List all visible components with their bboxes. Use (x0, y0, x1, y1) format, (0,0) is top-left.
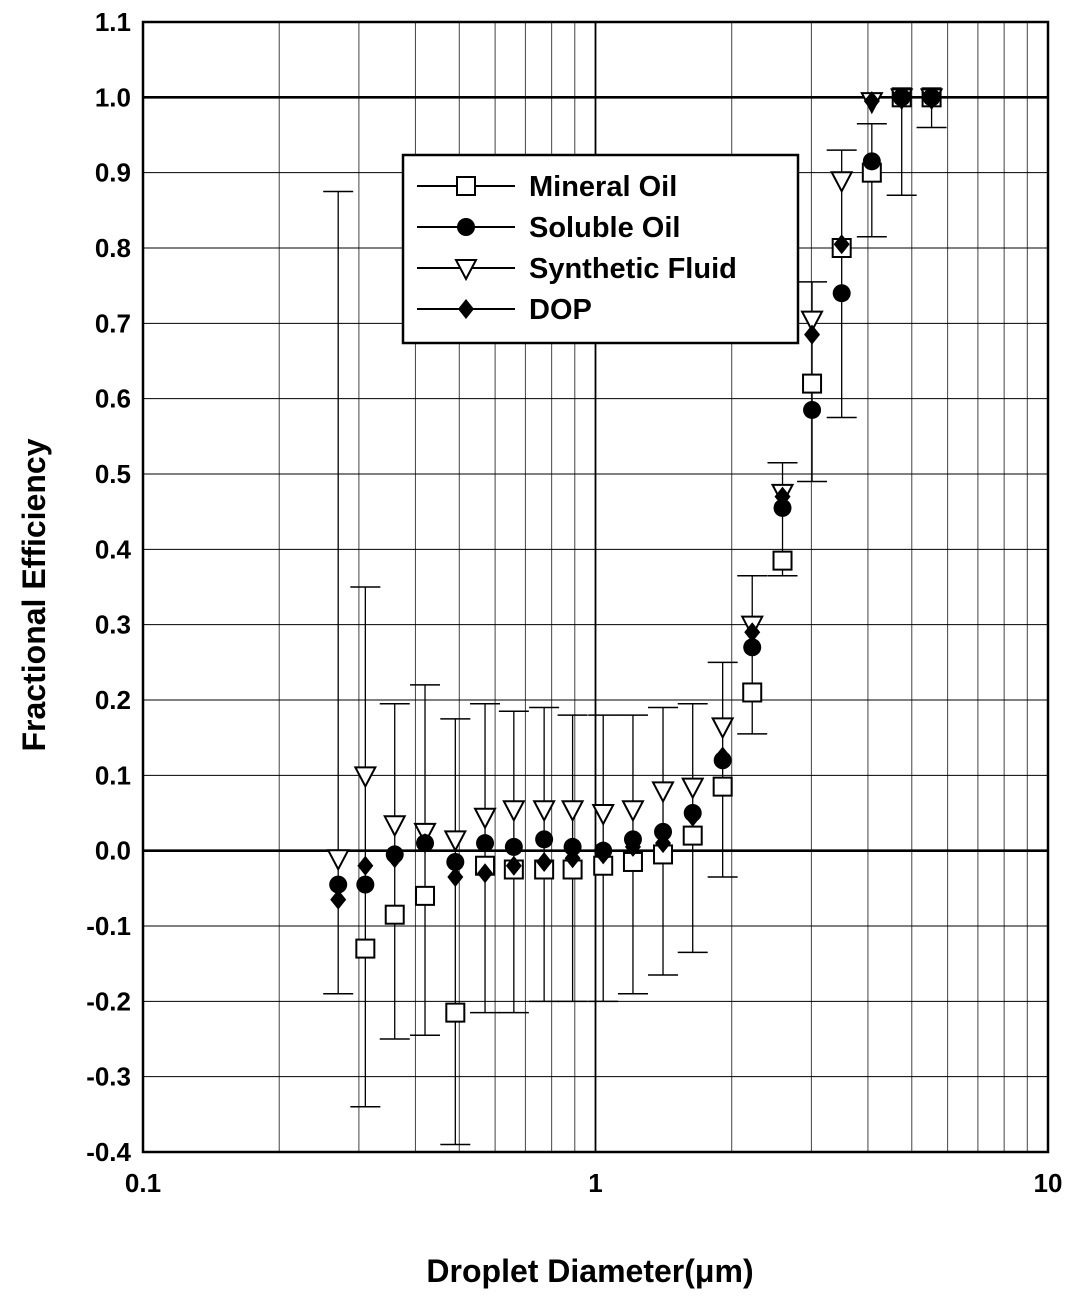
y-tick-label: -0.1 (86, 911, 131, 941)
soluble-oil-point (862, 152, 881, 171)
dop-point (714, 746, 731, 767)
synthetic-fluid-point (591, 804, 615, 827)
synthetic-fluid-point (326, 849, 350, 872)
dop-point (893, 87, 910, 108)
legend-marker-dop (458, 299, 474, 319)
y-tick-label: 0.5 (95, 459, 131, 489)
soluble-oil-point (743, 638, 762, 657)
dop-point (357, 855, 374, 876)
dop-point (804, 324, 821, 345)
dop-point (684, 806, 701, 827)
x-axis-title: Droplet Diameter(μm) (426, 1253, 753, 1289)
synthetic-fluid-point (711, 717, 735, 740)
y-tick-label: 0.8 (95, 233, 131, 263)
dop-point (447, 867, 464, 888)
mineral-oil-point (445, 1002, 466, 1023)
dop-point (744, 622, 761, 643)
synthetic-fluid-point (383, 815, 407, 838)
y-tick-label: 0.2 (95, 685, 131, 715)
synthetic-fluid-point (681, 777, 705, 800)
dop-point (564, 848, 581, 869)
dop-point (595, 844, 612, 865)
dop-point (536, 851, 553, 872)
mineral-oil-point (384, 904, 405, 925)
synthetic-fluid-point (443, 830, 467, 853)
dop-point (505, 855, 522, 876)
dop-point (833, 234, 850, 255)
mineral-oil-point (682, 825, 703, 846)
dop-point (923, 87, 940, 108)
dop-point (624, 836, 641, 857)
mineral-oil-point (802, 373, 823, 394)
soluble-oil-point (773, 498, 792, 517)
data-markers (326, 87, 944, 1023)
mineral-oil-point (355, 938, 376, 959)
dop-point (417, 833, 434, 854)
dop-point (386, 848, 403, 869)
plot-frame (141, 20, 1050, 1154)
soluble-oil-point (329, 875, 348, 894)
synthetic-fluid-point (353, 766, 377, 789)
soluble-oil-point (563, 837, 582, 856)
legend-marker-mineral-oil (456, 176, 476, 196)
legend-marker-soluble-oil (457, 218, 475, 236)
y-tick-label: 0.7 (95, 308, 131, 338)
y-tick-label: 0.3 (95, 610, 131, 640)
soluble-oil-point (476, 834, 495, 853)
y-tick-label: 0.1 (95, 760, 131, 790)
synthetic-fluid-point (651, 781, 675, 804)
synthetic-fluid-point (800, 310, 824, 333)
mineral-oil-point (772, 550, 793, 571)
x-tick-label: 0.1 (125, 1168, 161, 1198)
synthetic-fluid-point (502, 800, 526, 823)
x-tick-label: 1 (588, 1168, 602, 1198)
y-tick-label: 1.1 (95, 7, 131, 37)
soluble-oil-point (446, 852, 465, 871)
y-tick-label: 0.9 (95, 158, 131, 188)
synthetic-fluid-point (830, 171, 854, 194)
synthetic-fluid-point (473, 807, 497, 830)
y-tick-label: 0.0 (95, 836, 131, 866)
legend-marker-synthetic-fluid (454, 259, 478, 282)
soluble-oil-point (535, 830, 554, 849)
mineral-oil-point (415, 885, 436, 906)
soluble-oil-point (654, 822, 673, 841)
tick-labels: -0.4 -0.3 -0.2 -0.1 0.0 0.1 0.2 0.3 0.4 0.5 0.6 0.7… (86, 7, 1062, 1198)
dop-point (774, 486, 791, 507)
soluble-oil-point (832, 284, 851, 303)
y-axis-title: Fractional Efficiency (16, 438, 52, 751)
mineral-oil-point (712, 776, 733, 797)
dop-point (863, 91, 880, 112)
dop-point (655, 833, 672, 854)
soluble-oil-point (504, 837, 523, 856)
legend: Mineral Oil Soluble Oil Synthetic Fluid DOP (401, 153, 800, 345)
synthetic-fluid-point (532, 800, 556, 823)
legend-label-mineral-oil: Mineral Oil (529, 171, 677, 203)
y-tick-label: -0.3 (86, 1062, 131, 1092)
soluble-oil-point (803, 400, 822, 419)
dop-point (330, 889, 347, 910)
y-tick-label: 0.6 (95, 384, 131, 414)
legend-label-synthetic-fluid: Synthetic Fluid (529, 253, 737, 285)
x-tick-label: 10 (1034, 1168, 1063, 1198)
synthetic-fluid-point (560, 800, 585, 823)
legend-label-soluble-oil: Soluble Oil (529, 212, 680, 244)
soluble-oil-point (356, 875, 375, 894)
synthetic-fluid-point (621, 800, 645, 823)
dop-point (477, 863, 494, 884)
mineral-oil-point (742, 682, 763, 703)
y-tick-label: 0.4 (95, 534, 132, 564)
y-tick-label: -0.4 (86, 1137, 131, 1167)
legend-label-dop: DOP (529, 294, 592, 326)
y-tick-label: 1.0 (95, 82, 131, 112)
y-tick-label: -0.2 (86, 986, 131, 1016)
